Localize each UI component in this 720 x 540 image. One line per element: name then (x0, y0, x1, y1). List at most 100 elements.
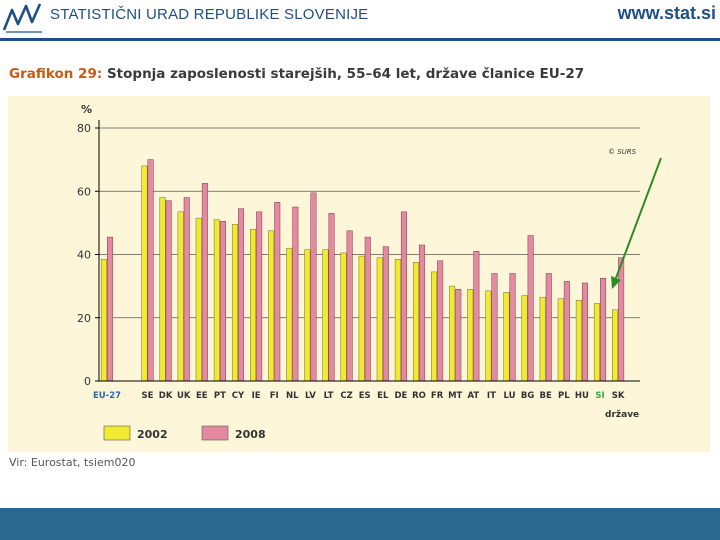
x-tick-label-SE: SE (142, 391, 154, 401)
website-link[interactable]: www.stat.si (617, 3, 716, 23)
y-tick-label-40: 40 (77, 249, 91, 262)
highlight-arrow (611, 157, 662, 289)
y-tick-label-20: 20 (77, 312, 91, 325)
bar-LT-2002 (322, 249, 329, 382)
x-tick-label-CZ: CZ (340, 391, 352, 401)
bar-RO-2002 (412, 262, 419, 382)
bar-EE-2008 (201, 183, 208, 382)
bar-UK-2008 (183, 197, 190, 382)
x-axis-label: države (605, 410, 639, 420)
chart-title-label: Grafikon 29: (9, 66, 103, 82)
bar-MT-2002 (449, 285, 456, 382)
bar-LV-2002 (304, 249, 311, 382)
x-tick-label-ES: ES (359, 391, 371, 401)
bar-DE-2002 (394, 258, 401, 382)
bar-FI-2002 (268, 230, 275, 382)
x-tick-label-LT: LT (324, 391, 334, 401)
y-tick-label-80: 80 (77, 122, 91, 135)
bar-IE-2008 (256, 211, 263, 382)
x-tick-label-DK: DK (159, 391, 173, 401)
legend: 2002 2008 (103, 425, 266, 441)
chart-title-text: Stopnja zaposlenosti starejših, 55–64 le… (106, 66, 585, 82)
chart-title: Grafikon 29: Stopnja zaposlenosti starej… (9, 66, 584, 82)
x-tick-label-LV: LV (305, 391, 316, 401)
x-tick-label-DE: DE (394, 391, 407, 401)
bar-AT-2002 (467, 289, 474, 382)
x-tick-label-SI: SI (595, 391, 604, 401)
x-tick-label-BE: BE (540, 391, 552, 401)
y-axis-unit: % (81, 103, 92, 116)
sursa-logo-icon (2, 3, 42, 33)
tick-labels: 0 20 40 60 80 EU-27 SE DK UK EE PT CY IE FI NL LV LT CZ ES… (77, 122, 625, 401)
bar-BE-2002 (539, 296, 546, 382)
bar-BG-2002 (521, 295, 528, 382)
x-tick-label-IT: IT (487, 391, 496, 401)
bars (100, 159, 625, 382)
bar-FI-2008 (274, 202, 281, 382)
bar-CY-2002 (231, 224, 238, 382)
bar-FR-2008 (437, 260, 444, 382)
legend-swatch-2008 (201, 425, 229, 441)
footer-bar (0, 508, 720, 540)
bar-HU-2002 (575, 300, 582, 382)
bar-BG-2008 (527, 235, 534, 382)
x-tick-label-EE: EE (196, 391, 208, 401)
bar-CZ-2002 (340, 252, 347, 382)
bar-LV-2008 (310, 192, 317, 382)
x-tick-label-FR: FR (431, 391, 444, 401)
bar-EE-2002 (195, 217, 202, 382)
bar-DK-2002 (159, 197, 166, 382)
bar-PT-2002 (213, 219, 220, 382)
bar-NL-2002 (286, 247, 293, 382)
bar-IT-2008 (491, 273, 498, 382)
x-tick-label-SK: SK (612, 391, 625, 401)
x-tick-label-EL: EL (377, 391, 389, 401)
legend-label-2008: 2008 (235, 428, 266, 441)
header-divider (0, 38, 720, 41)
bar-LU-2008 (509, 273, 516, 382)
bar-FR-2002 (431, 271, 438, 382)
x-tick-label-AT: AT (467, 391, 479, 401)
bar-SK-2008 (618, 257, 625, 382)
bar-PL-2002 (557, 298, 564, 382)
bar-ES-2002 (358, 255, 365, 382)
x-tick-label-UK: UK (177, 391, 191, 401)
y-tick-label-60: 60 (77, 185, 91, 198)
x-tick-label-HU: HU (575, 391, 589, 401)
bar-BE-2008 (545, 273, 552, 382)
bar-DE-2008 (400, 211, 407, 382)
bar-UK-2002 (177, 211, 184, 382)
x-tick-label-LU: LU (503, 391, 515, 401)
bar-SE-2002 (141, 165, 148, 382)
bar-EU-27-2008 (107, 236, 114, 382)
highlight-arrow-head (611, 276, 621, 289)
bar-SE-2008 (147, 159, 154, 382)
bar-LU-2002 (503, 292, 510, 382)
header: STATISTIČNI URAD REPUBLIKE SLOVENIJE www… (0, 0, 720, 41)
source-note: Vir: Eurostat, tsiem020 (9, 456, 136, 469)
bar-RO-2008 (419, 244, 426, 382)
bar-CZ-2008 (346, 230, 353, 382)
bar-HU-2008 (581, 282, 588, 382)
bar-PL-2008 (563, 281, 570, 382)
bar-ES-2008 (364, 236, 371, 382)
bar-IT-2002 (485, 290, 492, 382)
bar-DK-2008 (165, 200, 172, 382)
bar-EL-2008 (382, 246, 389, 382)
bar-SI-2008 (600, 277, 607, 382)
bar-SK-2002 (612, 309, 619, 382)
watermark: © SURS (608, 148, 637, 156)
x-tick-label-MT: MT (448, 391, 462, 401)
org-name: STATISTIČNI URAD REPUBLIKE SLOVENIJE (50, 6, 369, 23)
axes (98, 120, 640, 382)
bar-CY-2008 (238, 208, 245, 382)
bar-EL-2002 (376, 257, 383, 382)
x-tick-label-EU-27: EU-27 (93, 391, 121, 401)
bar-MT-2008 (455, 289, 462, 382)
bar-EU-27-2002 (100, 258, 107, 382)
bar-LT-2008 (328, 213, 335, 382)
y-tick-label-0: 0 (84, 375, 91, 388)
x-tick-label-NL: NL (286, 391, 299, 401)
x-tick-label-CY: CY (232, 391, 245, 401)
x-tick-label-PT: PT (214, 391, 226, 401)
